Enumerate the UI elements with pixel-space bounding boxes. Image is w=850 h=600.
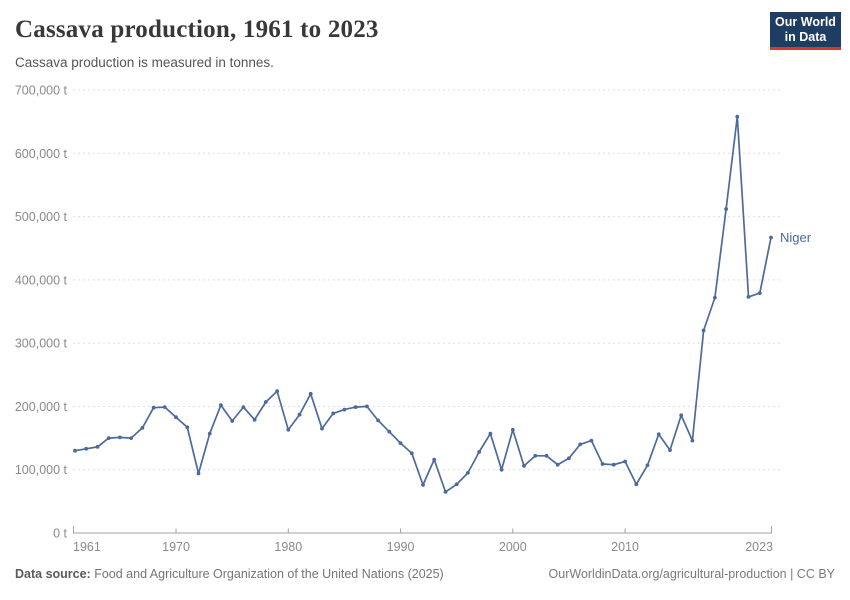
chart-subtitle: Cassava production is measured in tonnes… <box>15 55 274 70</box>
data-point <box>724 207 728 211</box>
data-point <box>297 412 302 417</box>
data-point <box>432 457 437 462</box>
data-point <box>151 405 156 410</box>
data-point <box>174 415 178 420</box>
data-point <box>252 417 257 422</box>
data-point <box>219 403 223 408</box>
data-point <box>106 436 111 440</box>
data-point <box>522 464 526 468</box>
series-label[interactable]: Niger <box>780 230 812 245</box>
data-point <box>365 404 369 409</box>
data-point <box>600 462 605 466</box>
data-point <box>185 425 190 430</box>
data-point <box>701 328 706 333</box>
data-point <box>466 471 470 475</box>
data-point <box>421 483 425 487</box>
data-point <box>331 411 336 416</box>
y-tick-label: 700,000 t <box>15 84 68 98</box>
data-point <box>757 291 762 295</box>
data-source: Data source: Food and Agriculture Organi… <box>15 567 444 581</box>
data-point <box>342 407 347 412</box>
data-point <box>353 405 358 409</box>
data-point <box>207 431 212 436</box>
data-point <box>241 405 246 409</box>
y-tick-label: 200,000 t <box>15 400 68 414</box>
data-point <box>376 418 380 423</box>
data-point <box>567 456 571 461</box>
x-tick-label: 2010 <box>611 540 639 554</box>
x-tick-label: 1980 <box>274 540 302 554</box>
data-point <box>578 442 583 447</box>
data-point <box>454 482 459 487</box>
data-point <box>398 441 403 445</box>
data-point <box>409 451 414 456</box>
data-point <box>477 450 481 454</box>
data-point <box>713 295 717 300</box>
data-point <box>320 426 324 431</box>
data-point <box>275 389 279 394</box>
data-point <box>230 419 235 423</box>
data-point <box>623 459 627 464</box>
data-point <box>140 426 145 430</box>
x-tick-label: 2023 <box>745 540 773 554</box>
data-point <box>118 435 122 440</box>
data-point <box>555 462 560 467</box>
owid-logo-line2: in Data <box>784 30 827 44</box>
data-point <box>308 391 313 396</box>
data-point <box>488 431 493 436</box>
data-point <box>162 405 167 409</box>
data-point <box>263 400 268 404</box>
y-tick-label: 500,000 t <box>15 210 68 224</box>
data-point <box>679 413 684 418</box>
data-point <box>634 482 639 487</box>
data-point <box>589 438 594 443</box>
data-point <box>95 445 100 449</box>
data-point <box>656 432 661 437</box>
data-line <box>74 115 772 493</box>
data-source-text: Food and Agriculture Organization of the… <box>90 567 444 581</box>
data-point <box>387 429 392 434</box>
x-tick-label: 1990 <box>387 540 415 554</box>
data-point <box>769 235 773 240</box>
data-point <box>746 295 751 299</box>
data-source-label: Data source: <box>15 567 91 581</box>
data-point <box>533 453 538 458</box>
data-point <box>443 490 448 494</box>
data-point <box>286 427 291 432</box>
data-point <box>73 448 77 453</box>
data-point <box>84 446 89 451</box>
x-tick-label: 1970 <box>162 540 190 554</box>
y-tick-label: 600,000 t <box>15 147 68 161</box>
owid-logo[interactable]: Our World in Data <box>770 12 841 50</box>
data-point <box>645 463 650 468</box>
data-point <box>668 448 672 452</box>
y-tick-label: 300,000 t <box>15 337 68 351</box>
x-tick-label: 1961 <box>73 540 101 554</box>
data-point <box>690 438 695 443</box>
y-tick-label: 400,000 t <box>15 273 68 287</box>
chart-footer: Data source: Food and Agriculture Organi… <box>0 567 850 581</box>
data-point <box>611 462 616 467</box>
y-tick-label: 0 t <box>53 527 67 541</box>
data-point <box>544 453 549 458</box>
data-point <box>129 436 134 440</box>
owid-logo-line1: Our World <box>775 15 836 29</box>
page-title: Cassava production, 1961 to 2023 <box>15 16 379 43</box>
data-point <box>196 471 201 476</box>
y-tick-label: 100,000 t <box>15 463 68 477</box>
data-point <box>499 467 504 472</box>
x-tick-label: 2000 <box>499 540 527 554</box>
data-point <box>510 427 515 432</box>
data-point <box>735 114 740 119</box>
credit-url[interactable]: OurWorldinData.org/agricultural-producti… <box>548 567 835 581</box>
